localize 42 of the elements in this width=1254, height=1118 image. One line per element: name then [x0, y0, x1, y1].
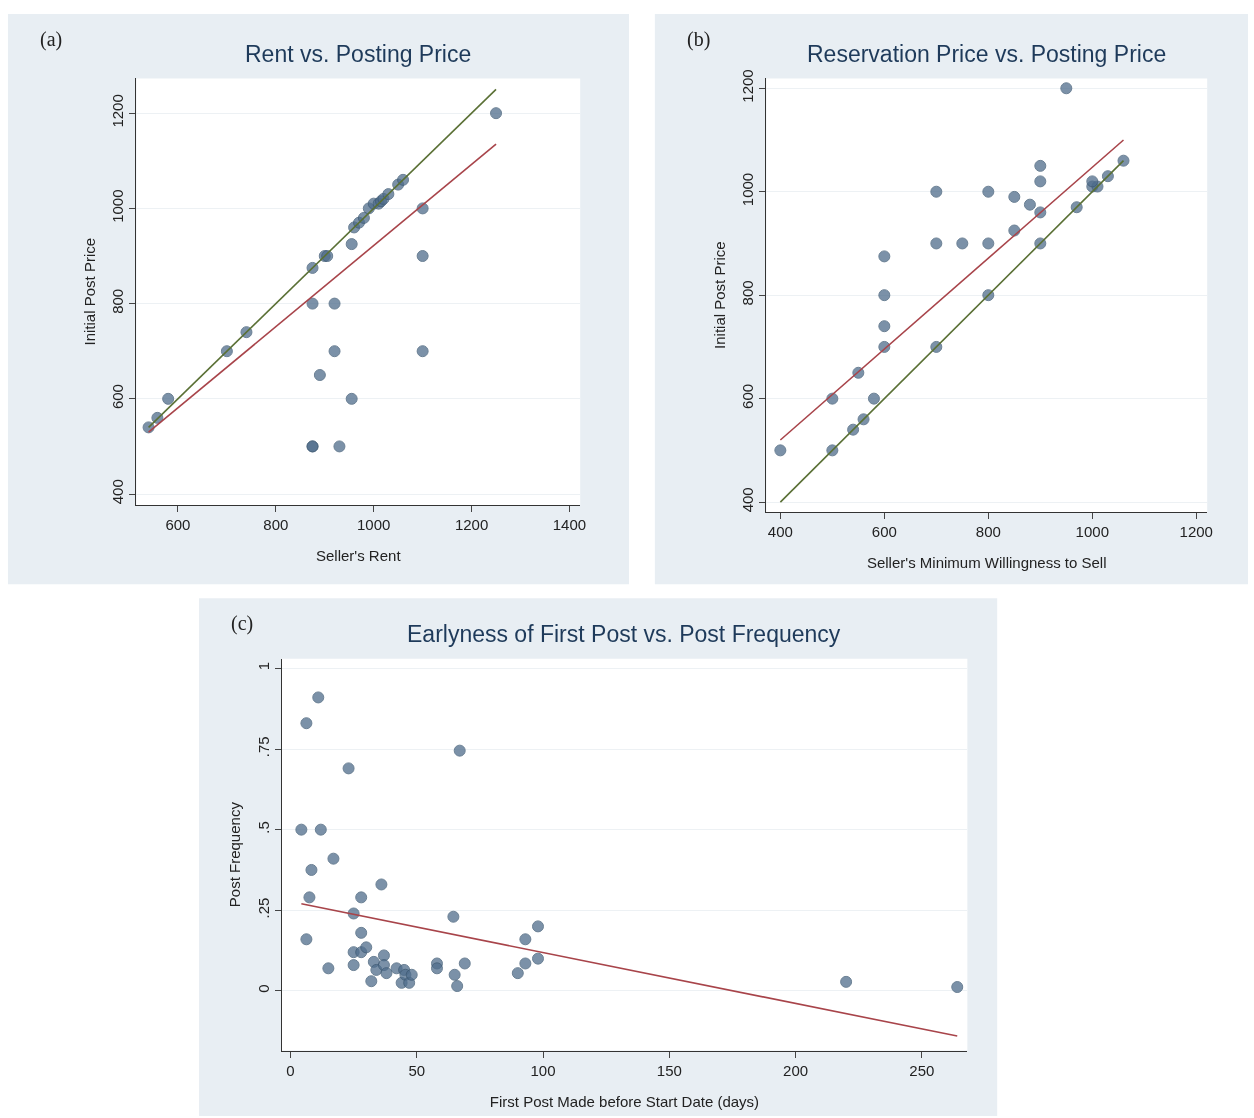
- text: (c): [231, 612, 254, 635]
- x-tick-label: 600: [165, 515, 191, 533]
- y-tick-label: .25: [254, 897, 272, 919]
- x-tick-label: 1400: [552, 515, 587, 533]
- x-axis-title: Seller's Rent: [315, 546, 402, 564]
- y-tick-label: 1000: [109, 189, 127, 223]
- y-tick-label: 1200: [739, 69, 757, 103]
- x-tick-label: 0: [286, 1061, 295, 1079]
- y-tick-label: .5: [254, 821, 272, 834]
- chart-title: Reservation Price vs. Posting Price: [807, 41, 1167, 67]
- text: (b): [687, 28, 711, 51]
- chart-title: Earlyness of First Post vs. Post Frequency: [407, 621, 841, 647]
- y-tick-label: 800: [739, 280, 757, 306]
- y-tick-label: 1200: [109, 94, 127, 128]
- y-tick-label: 800: [109, 288, 127, 314]
- y-tick-label: 1000: [739, 172, 757, 207]
- y-tick-label: 1: [254, 661, 272, 671]
- y-axis-title: Initial Post Price: [710, 241, 728, 349]
- x-tick-label: 400: [767, 522, 793, 540]
- y-tick-label: 0: [254, 984, 272, 993]
- x-tick-label: 200: [783, 1061, 809, 1079]
- y-tick-label: .75: [254, 736, 272, 758]
- y-axis-title: Initial Post Price: [80, 237, 98, 346]
- chart-title: Rent vs. Posting Price: [245, 41, 472, 67]
- y-tick-label: 600: [109, 384, 127, 410]
- text: (a): [40, 28, 63, 51]
- x-tick-label: 150: [656, 1061, 682, 1079]
- y-tick-label: 600: [739, 383, 757, 409]
- x-axis-title: First Post Made before Start Date (days): [489, 1092, 760, 1110]
- y-axis-title: Post Frequency: [225, 801, 243, 908]
- y-tick-label: 400: [109, 479, 127, 505]
- x-tick-label: 1200: [454, 515, 489, 533]
- y-tick-label: 400: [739, 487, 757, 513]
- x-tick-label: 800: [975, 522, 1001, 540]
- x-tick-label: 600: [871, 522, 897, 540]
- x-tick-label: 1200: [1179, 522, 1213, 540]
- x-tick-label: 250: [909, 1061, 935, 1079]
- x-axis-title: Seller's Minimum Willingness to Sell: [866, 553, 1107, 571]
- x-tick-label: 100: [530, 1061, 556, 1079]
- x-tick-label: 50: [408, 1061, 426, 1079]
- x-tick-label: 1000: [357, 515, 391, 533]
- x-tick-label: 1000: [1075, 522, 1109, 540]
